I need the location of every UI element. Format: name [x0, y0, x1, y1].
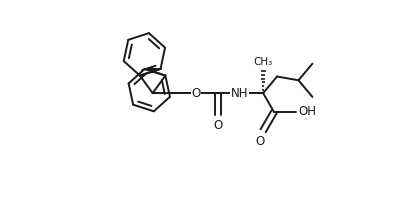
Text: O: O	[256, 135, 265, 148]
Text: CH₃: CH₃	[254, 57, 273, 67]
Text: NH: NH	[231, 87, 248, 100]
Text: O: O	[192, 87, 201, 100]
Text: OH: OH	[299, 105, 317, 118]
Text: O: O	[213, 119, 222, 132]
